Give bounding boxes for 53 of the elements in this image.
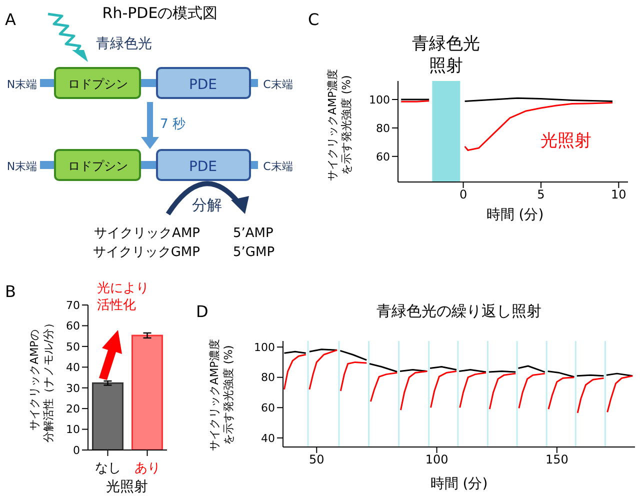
y-tick-label: 60	[66, 320, 80, 333]
text: C末端	[263, 160, 293, 173]
text: N末端	[6, 160, 38, 173]
y-tick-label: 70	[66, 298, 80, 312]
text: 5’AMP	[233, 226, 274, 241]
y-tick-label: 100	[369, 93, 390, 106]
x-tick-label: なし	[94, 461, 121, 476]
series-label: 光照射	[540, 131, 592, 152]
text: A	[5, 10, 16, 29]
y-tick-label: 30	[66, 382, 80, 395]
y-axis-title: サイクリックAMP濃度を示す発光強度 (%)	[208, 339, 236, 451]
y-tick-label: 20	[66, 402, 80, 416]
text: B	[5, 282, 16, 301]
annotation: 光により活性化	[97, 280, 149, 314]
text: ロドプシン	[68, 159, 128, 173]
text: サイクリックAMP	[94, 226, 200, 241]
text: C	[308, 10, 320, 29]
y-tick-label: 100	[254, 340, 275, 354]
text: N末端	[6, 78, 38, 91]
text: 分解	[192, 196, 222, 214]
x-tick-label: 0	[459, 188, 468, 202]
y-tick-label: 60	[261, 402, 275, 415]
y-tick-label: 50	[66, 340, 80, 354]
band-label: 青緑色光照射	[412, 34, 480, 76]
text: Rh-PDEの模式図	[102, 4, 218, 22]
y-tick-label: 80	[376, 122, 390, 135]
text: PDE	[188, 159, 218, 175]
text: 青緑色光	[96, 36, 152, 52]
chart-title: 青緑色光の繰り返し照射	[376, 302, 542, 321]
text: 7 秒	[160, 117, 186, 132]
x-tick-label: 5	[537, 188, 545, 202]
text: C末端	[263, 78, 293, 91]
y-tick-label: 10	[66, 423, 80, 436]
text: 5’GMP	[233, 245, 275, 260]
x-axis-title: 時間 (分)	[486, 206, 544, 224]
y-tick-label: 40	[261, 432, 275, 445]
x-tick-label: 10	[611, 188, 626, 202]
x-axis-title: 光照射	[106, 478, 148, 496]
y-axis-title: サイクリックAMP濃度を示す発光強度 (%)	[326, 69, 354, 181]
x-tick-label: 100	[425, 452, 448, 467]
y-tick-label: 60	[376, 150, 390, 164]
x-tick-label: 150	[545, 452, 568, 467]
x-tick-label: 50	[309, 452, 324, 467]
text: D	[196, 302, 208, 321]
y-axis-title: サイクリックAMPの分解活性（ナノモル/分）	[28, 318, 56, 442]
text: サイクリックGMP	[92, 245, 200, 260]
y-tick-label: 40	[66, 361, 80, 374]
x-tick-label: あり	[134, 461, 160, 476]
text: ロドプシン	[68, 77, 128, 91]
y-tick-label: 0	[73, 444, 80, 457]
x-axis-title: 時間 (分)	[430, 475, 488, 493]
y-tick-label: 80	[261, 371, 275, 384]
text: PDE	[188, 77, 218, 93]
